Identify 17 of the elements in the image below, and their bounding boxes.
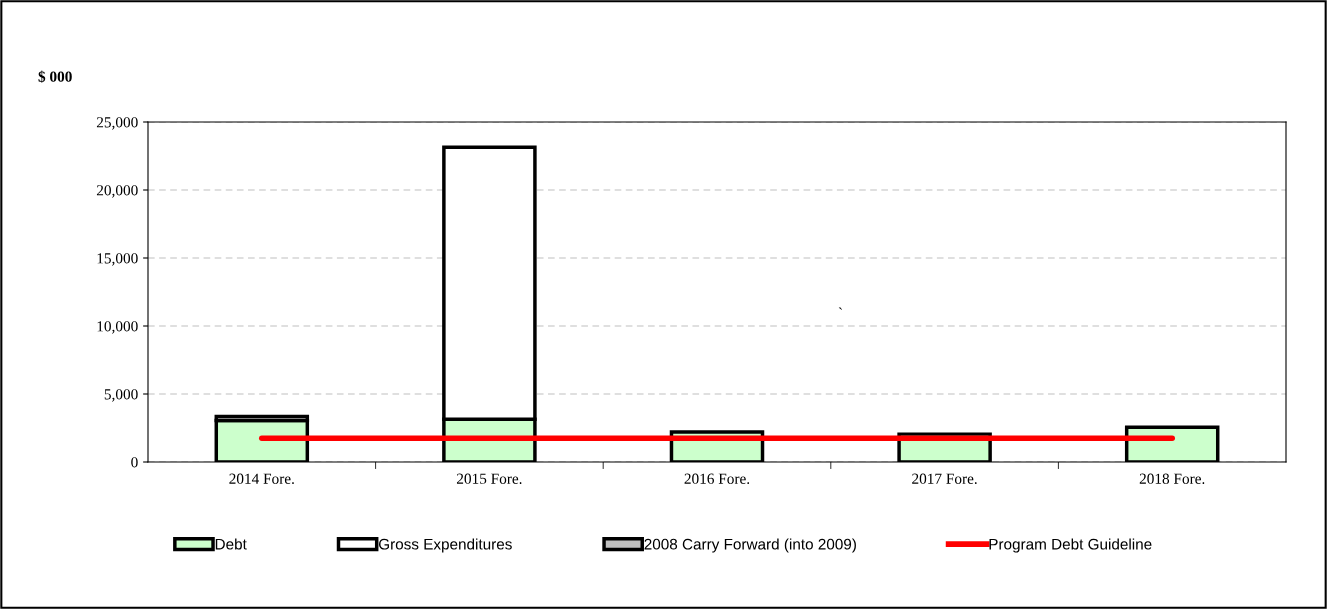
- legend-label: 2008 Carry Forward (into 2009): [644, 538, 856, 553]
- x-tick-label: 2014 Fore.: [229, 473, 294, 484]
- y-tick-label: 10,000: [97, 321, 138, 334]
- y-tick-label: 15,000: [97, 253, 138, 266]
- legend-label: Gross Expenditures: [378, 538, 512, 553]
- x-tick-label: 2017 Fore.: [912, 473, 977, 484]
- legend-label: Program Debt Guideline: [989, 538, 1152, 553]
- annotation: `: [838, 307, 842, 310]
- x-tick-label: 2018 Fore.: [1139, 473, 1205, 484]
- y-tick-label: 0: [131, 457, 138, 468]
- y-tick-label: 20,000: [96, 185, 138, 198]
- x-tick-label: 2016 Fore.: [684, 473, 750, 484]
- legend-label: Debt: [215, 538, 247, 550]
- y-tick-label: 25,000: [96, 117, 138, 130]
- x-tick-label: 2015 Fore.: [456, 473, 522, 484]
- y-axis-title: $ 000: [38, 70, 72, 83]
- y-tick-label: 5,000: [104, 389, 138, 402]
